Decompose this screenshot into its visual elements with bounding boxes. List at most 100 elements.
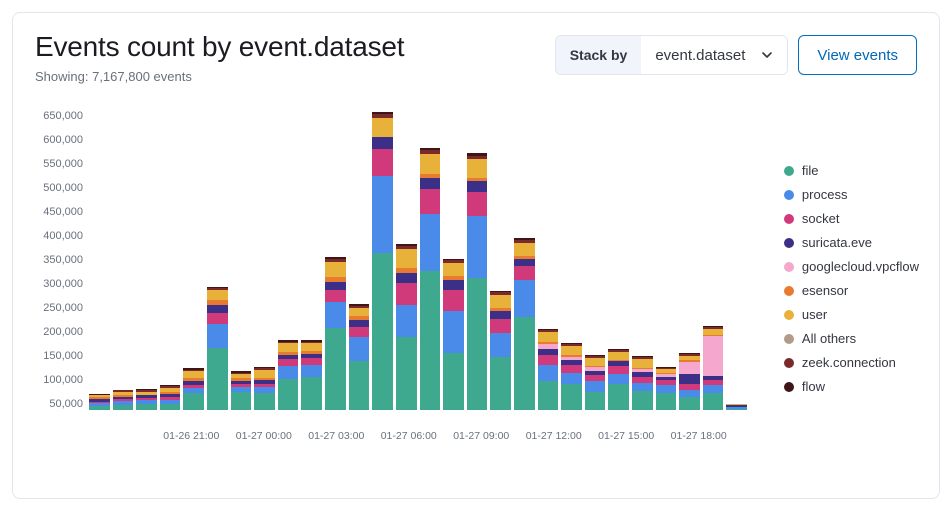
legend-item[interactable]: All others xyxy=(784,331,919,346)
bar-segment xyxy=(254,393,275,410)
bar[interactable] xyxy=(231,110,252,410)
bar[interactable] xyxy=(136,110,157,410)
x-tick-label: 01-27 06:00 xyxy=(381,430,437,442)
bar[interactable] xyxy=(703,110,724,410)
bar[interactable] xyxy=(160,110,181,410)
panel-subtitle: Showing: 7,167,800 events xyxy=(35,69,404,84)
bar-segment xyxy=(113,405,134,410)
bar-segment xyxy=(372,176,393,253)
x-tick-label: 01-27 12:00 xyxy=(526,430,582,442)
bar-segment xyxy=(538,381,559,410)
x-tick-label: 01-27 15:00 xyxy=(598,430,654,442)
bar-segment xyxy=(467,159,488,178)
legend-label: file xyxy=(802,163,819,178)
legend-item[interactable]: suricata.eve xyxy=(784,235,919,250)
y-tick-label: 50,000 xyxy=(49,398,83,410)
plot-wrap: 01-26 21:0001-27 00:0001-27 03:0001-27 0… xyxy=(89,110,747,410)
legend-label: flow xyxy=(802,379,825,394)
bar[interactable] xyxy=(726,110,747,410)
bar[interactable] xyxy=(443,110,464,410)
legend-label: googlecloud.vpcflow xyxy=(802,259,919,274)
bar-segment xyxy=(278,379,299,410)
legend-item[interactable]: flow xyxy=(784,379,919,394)
y-tick-label: 200,000 xyxy=(43,326,83,338)
bar-segment xyxy=(679,397,700,410)
legend-item[interactable]: user xyxy=(784,307,919,322)
bar-segment xyxy=(632,391,653,410)
legend-swatch xyxy=(784,334,794,344)
legend-item[interactable]: process xyxy=(784,187,919,202)
bar[interactable] xyxy=(301,110,322,410)
bar[interactable] xyxy=(490,110,511,410)
bar-segment xyxy=(420,271,441,410)
bar-segment xyxy=(396,305,417,337)
bar[interactable] xyxy=(585,110,606,410)
bar-segment xyxy=(703,393,724,410)
bar-segment xyxy=(278,343,299,352)
bar[interactable] xyxy=(632,110,653,410)
chart-legend: file process socket suricata.eve googlecloud… xyxy=(784,163,919,394)
bar-segment xyxy=(490,295,511,308)
bar-segment xyxy=(396,337,417,410)
bar[interactable] xyxy=(396,110,417,410)
bar-segment xyxy=(89,406,110,410)
bar[interactable] xyxy=(349,110,370,410)
bar-segment xyxy=(207,313,228,324)
bar-segment xyxy=(467,216,488,278)
legend-swatch xyxy=(784,238,794,248)
bar-segment xyxy=(254,370,275,378)
bar-segment xyxy=(538,365,559,382)
bar-segment xyxy=(656,385,677,393)
legend-item[interactable]: zeek.connection xyxy=(784,355,919,370)
y-tick-label: 100,000 xyxy=(43,374,83,386)
legend-item[interactable]: googlecloud.vpcflow xyxy=(784,259,919,274)
legend-item[interactable]: esensor xyxy=(784,283,919,298)
bar[interactable] xyxy=(608,110,629,410)
bar[interactable] xyxy=(538,110,559,410)
bar-segment xyxy=(608,352,629,360)
y-tick-label: 600,000 xyxy=(43,134,83,146)
bar-segment xyxy=(585,381,606,392)
bar-segment xyxy=(420,214,441,271)
y-tick-label: 400,000 xyxy=(43,230,83,242)
bar-segment xyxy=(608,366,629,374)
bar-segment xyxy=(679,374,700,384)
bar-segment xyxy=(632,359,653,368)
bar-segment xyxy=(372,118,393,137)
bar[interactable] xyxy=(183,110,204,410)
x-tick-label: 01-27 18:00 xyxy=(671,430,727,442)
bar[interactable] xyxy=(113,110,134,410)
bar[interactable] xyxy=(656,110,677,410)
bar[interactable] xyxy=(514,110,535,410)
bar-segment xyxy=(278,359,299,366)
legend-swatch xyxy=(784,262,794,272)
legend-item[interactable]: socket xyxy=(784,211,919,226)
bar[interactable] xyxy=(207,110,228,410)
legend-swatch xyxy=(784,190,794,200)
bar[interactable] xyxy=(467,110,488,410)
legend-swatch xyxy=(784,310,794,320)
bar[interactable] xyxy=(278,110,299,410)
bar-segment xyxy=(514,243,535,256)
panel-title: Events count by event.dataset xyxy=(35,31,404,63)
bar[interactable] xyxy=(679,110,700,410)
bar-segment xyxy=(443,263,464,276)
chevron-down-icon xyxy=(761,49,773,61)
bar-segment xyxy=(679,362,700,374)
bar[interactable] xyxy=(89,110,110,410)
view-events-button[interactable]: View events xyxy=(798,35,917,75)
bar[interactable] xyxy=(561,110,582,410)
stack-by-select[interactable]: event.dataset xyxy=(641,36,787,74)
bar[interactable] xyxy=(325,110,346,410)
bar-segment xyxy=(396,249,417,269)
bar-segment xyxy=(396,273,417,284)
bar[interactable] xyxy=(420,110,441,410)
bar-segment xyxy=(207,324,228,348)
bar-segment xyxy=(443,290,464,311)
bar-segment xyxy=(467,181,488,192)
legend-item[interactable]: file xyxy=(784,163,919,178)
bar[interactable] xyxy=(254,110,275,410)
legend-label: process xyxy=(802,187,848,202)
bar[interactable] xyxy=(372,110,393,410)
bar-segment xyxy=(231,392,252,410)
